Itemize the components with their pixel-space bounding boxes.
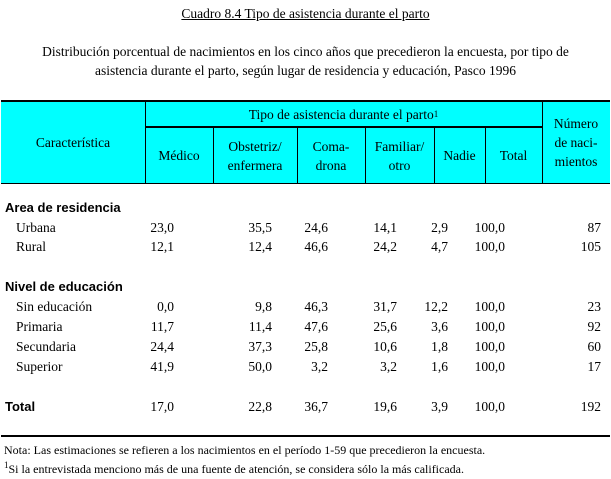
section-row: Area de residencia xyxy=(0,200,611,220)
table-row: Urbana 23,0 35,5 24,6 14,1 2,9 100,0 87 xyxy=(0,220,611,240)
header-col: Médico xyxy=(158,148,200,163)
cell-value: 35,5 xyxy=(248,220,272,235)
cell-value: 192 xyxy=(580,399,601,414)
cell-value: 25,6 xyxy=(373,319,397,334)
cell-value: 60 xyxy=(587,339,602,354)
cell-value: 22,8 xyxy=(248,399,272,414)
cell-value: 23 xyxy=(587,299,602,314)
table-bottom-rule xyxy=(1,435,610,437)
cell-value: 4,7 xyxy=(431,239,448,254)
cell-value: 2,9 xyxy=(431,220,448,235)
cell-value: 12,2 xyxy=(424,299,448,314)
cell-value: 10,6 xyxy=(373,339,397,354)
header-col: Coma-drona xyxy=(312,138,350,173)
row-label: Rural xyxy=(16,239,46,254)
row-label: Total xyxy=(5,399,36,414)
cell-value: 24,2 xyxy=(373,239,397,254)
cell-value: 100,0 xyxy=(474,299,505,314)
cell-value: 17 xyxy=(587,359,602,374)
table-title: Cuadro 8.4 Tipo de asistencia durante el… xyxy=(181,6,430,21)
cell-value: 100,0 xyxy=(474,399,505,414)
cell-value: 12,1 xyxy=(150,239,174,254)
header-col: Nadie xyxy=(443,148,476,163)
table-row: Primaria 11,7 11,4 47,6 25,6 3,6 100,0 92 xyxy=(0,319,611,339)
cell-value: 24,6 xyxy=(304,220,328,235)
row-label: Sin educación xyxy=(16,299,93,314)
row-label: Superior xyxy=(16,359,63,374)
cell-value: 0,0 xyxy=(157,299,174,314)
cell-value: 11,4 xyxy=(248,319,272,334)
table-subtitle: Distribución porcentual de nacimientos e… xyxy=(0,42,611,80)
table-row: Superior 41,9 50,0 3,2 3,2 1,6 100,0 17 xyxy=(0,359,611,379)
row-label: Area de residencia xyxy=(5,200,121,215)
row-label: Nivel de educación xyxy=(5,279,123,294)
cell-value: 17,0 xyxy=(150,399,174,414)
cell-value: 87 xyxy=(587,220,602,235)
cell-value: 92 xyxy=(587,319,602,334)
cell-value: 1,6 xyxy=(431,359,448,374)
cell-value: 100,0 xyxy=(474,359,505,374)
header-group: Tipo de asistencia durante el parto 1 xyxy=(248,106,439,122)
cell-value: 3,2 xyxy=(311,359,328,374)
cell-value: 100,0 xyxy=(474,319,505,334)
table-row: Sin educación 0,0 9,8 46,3 31,7 12,2 100,0 23 xyxy=(0,299,611,319)
total-row: Total 17,0 22,8 36,7 19,6 3,9 100,0 192 xyxy=(0,399,611,419)
cell-value: 3,6 xyxy=(431,319,448,334)
footnote: 1Si la entrevistada menciono más de una … xyxy=(4,460,464,476)
table-header: Característica Tipo de asistencia durant… xyxy=(1,100,610,184)
cell-value: 3,2 xyxy=(380,359,397,374)
subtitle-line-1: Distribución porcentual de nacimientos e… xyxy=(42,44,569,59)
header-col: Total xyxy=(499,148,528,163)
cell-value: 14,1 xyxy=(373,220,397,235)
subtitle-line-2: asistencia durante el parto, según lugar… xyxy=(95,63,516,78)
cell-value: 37,3 xyxy=(248,339,272,354)
section-row: Nivel de educación xyxy=(0,279,611,299)
header-col: Obstetriz/enfermera xyxy=(227,138,283,173)
cell-value: 47,6 xyxy=(304,319,328,334)
cell-value: 1,8 xyxy=(431,339,448,354)
row-label: Secundaria xyxy=(16,339,76,354)
cell-value: 46,6 xyxy=(304,239,328,254)
cell-value: 9,8 xyxy=(255,299,272,314)
table-row: Rural 12,1 12,4 46,6 24,2 4,7 100,0 105 xyxy=(0,239,611,259)
cell-value: 11,7 xyxy=(150,319,174,334)
cell-value: 100,0 xyxy=(474,339,505,354)
cell-value: 12,4 xyxy=(248,239,272,254)
cell-value: 25,8 xyxy=(304,339,328,354)
cell-value: 19,6 xyxy=(373,399,397,414)
cell-value: 24,4 xyxy=(150,339,174,354)
cell-value: 36,7 xyxy=(304,399,328,414)
cell-value: 46,3 xyxy=(304,299,328,314)
row-label: Urbana xyxy=(16,220,56,235)
note: Nota: Las estimaciones se refieren a los… xyxy=(4,443,486,457)
row-label: Primaria xyxy=(16,319,63,334)
cell-value: 3,9 xyxy=(431,399,448,414)
header-characteristic: Característica xyxy=(35,135,111,150)
cell-value: 100,0 xyxy=(474,220,505,235)
cell-value: 100,0 xyxy=(474,239,505,254)
table-row: Secundaria 24,4 37,3 25,8 10,6 1,8 100,0 60 xyxy=(0,339,611,359)
cell-value: 31,7 xyxy=(373,299,397,314)
header-col: Familiar/otro xyxy=(374,138,425,173)
cell-value: 41,9 xyxy=(150,359,174,374)
header-births: Número de naci-mientos xyxy=(553,116,599,169)
cell-value: 23,0 xyxy=(150,220,174,235)
cell-value: 105 xyxy=(580,239,601,254)
cell-value: 50,0 xyxy=(248,359,272,374)
